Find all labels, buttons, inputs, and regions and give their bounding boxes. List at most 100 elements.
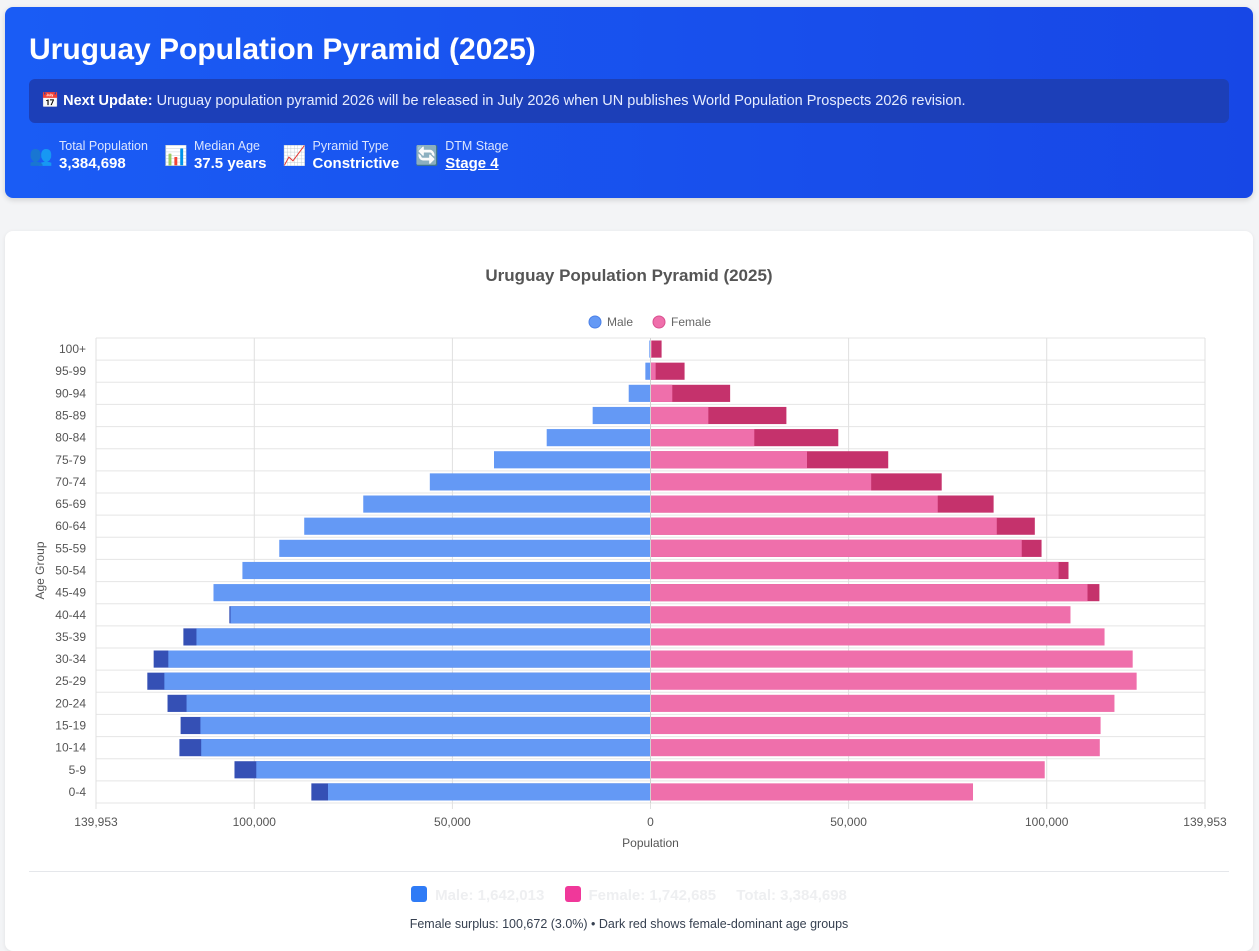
y-tick-label: 100+ bbox=[59, 342, 86, 356]
stat-median-age: 📊 Median Age 37.5 years bbox=[164, 139, 267, 172]
legend-female-label: Female bbox=[671, 315, 711, 329]
trend-icon: 📈 bbox=[282, 145, 307, 167]
notice-label: Next Update: bbox=[63, 93, 153, 109]
stat-value: Constrictive bbox=[312, 155, 400, 172]
male-bar bbox=[304, 517, 651, 535]
y-tick-label: 70-74 bbox=[55, 475, 86, 489]
female-bar bbox=[650, 761, 1045, 779]
y-tick-label: 65-69 bbox=[55, 497, 86, 511]
male-bar bbox=[493, 451, 651, 469]
male-bar bbox=[279, 539, 651, 557]
female-bar bbox=[650, 694, 1115, 712]
x-tick-label: 50,000 bbox=[830, 815, 867, 829]
x-tick-label: 100,000 bbox=[233, 815, 277, 829]
female-bar-overlap bbox=[650, 362, 656, 380]
female-bar bbox=[650, 716, 1101, 735]
people-icon: 👥 bbox=[29, 145, 53, 167]
y-tick-label: 20-24 bbox=[55, 696, 86, 710]
stats-row: 👥 Total Population 3,384,698 📊 Median Age 37… bbox=[29, 139, 508, 172]
female-bar-overlap bbox=[650, 539, 1022, 557]
y-tick-label: 95-99 bbox=[55, 364, 86, 378]
header-banner: Uruguay Population Pyramid (2025) 📅 Next… bbox=[5, 7, 1253, 198]
stat-dtm-stage: 🔄 DTM Stage Stage 4 bbox=[415, 139, 508, 172]
cycle-icon: 🔄 bbox=[415, 145, 439, 167]
male-bar-overlap bbox=[168, 650, 651, 668]
y-tick-label: 60-64 bbox=[55, 519, 86, 533]
chart-title: Uruguay Population Pyramid (2025) bbox=[485, 266, 772, 285]
male-bar bbox=[213, 584, 651, 602]
x-tick-label: 50,000 bbox=[434, 815, 471, 829]
female-bar-overlap bbox=[650, 561, 1059, 580]
stat-label: Pyramid Type bbox=[312, 139, 389, 153]
female-bar bbox=[650, 606, 1071, 624]
male-total: Male: 1,642,013 bbox=[435, 887, 545, 904]
y-tick-label: 25-29 bbox=[55, 674, 86, 688]
male-bar-overlap bbox=[230, 606, 651, 624]
male-swatch bbox=[411, 886, 428, 902]
female-bar bbox=[650, 739, 1100, 757]
female-bar-overlap bbox=[650, 584, 1088, 602]
male-bar-overlap bbox=[200, 716, 651, 735]
x-tick-label: 139,953 bbox=[1183, 815, 1227, 829]
female-bar bbox=[650, 362, 685, 380]
female-bar bbox=[650, 650, 1133, 668]
population-pyramid-chart: Uruguay Population Pyramid (2025) Male Fem… bbox=[33, 266, 1227, 850]
male-bar bbox=[628, 384, 651, 402]
y-tick-label: 10-14 bbox=[55, 741, 86, 755]
male-bar bbox=[242, 561, 651, 580]
x-tick-label: 139,953 bbox=[74, 815, 118, 829]
male-bar-overlap bbox=[164, 672, 651, 690]
notice-text: Uruguay population pyramid 2026 will be … bbox=[156, 93, 966, 109]
male-bar bbox=[429, 473, 651, 491]
female-bar-overlap bbox=[650, 340, 652, 358]
male-bar-overlap bbox=[256, 761, 651, 779]
dtm-stage-link[interactable]: Stage 4 bbox=[445, 155, 499, 172]
female-bar-overlap bbox=[650, 451, 808, 469]
female-bar bbox=[650, 340, 662, 358]
page-title: Uruguay Population Pyramid (2025) bbox=[29, 33, 536, 66]
surplus-note: Female surplus: 100,672 (3.0%) • Dark re… bbox=[409, 917, 849, 931]
legend-male-marker bbox=[588, 315, 602, 329]
female-bar bbox=[650, 672, 1137, 690]
y-tick-label: 75-79 bbox=[55, 453, 86, 467]
female-bar-overlap bbox=[650, 384, 673, 402]
female-bar-overlap bbox=[650, 429, 755, 447]
female-total: Female: 1,742,685 bbox=[588, 887, 717, 904]
stat-label: Total Population bbox=[59, 139, 148, 153]
bar-chart-icon: 📊 bbox=[163, 145, 188, 167]
stat-value: 3,384,698 bbox=[59, 155, 126, 172]
male-bar-overlap bbox=[327, 783, 651, 801]
male-bar bbox=[649, 340, 651, 358]
stat-total-population: 👥 Total Population 3,384,698 bbox=[29, 139, 148, 172]
y-tick-label: 30-34 bbox=[55, 652, 86, 666]
y-tick-label: 0-4 bbox=[69, 785, 87, 799]
female-bar-overlap bbox=[650, 473, 872, 491]
y-tick-label: 5-9 bbox=[69, 763, 87, 777]
male-bar-overlap bbox=[186, 694, 651, 712]
stat-label: Median Age bbox=[193, 139, 260, 153]
chart-card: Uruguay Population Pyramid (2025) Male Fem… bbox=[5, 231, 1253, 951]
male-bar bbox=[363, 495, 651, 513]
y-tick-label: 35-39 bbox=[55, 630, 86, 644]
x-tick-label: 100,000 bbox=[1025, 815, 1069, 829]
y-tick-label: 90-94 bbox=[55, 386, 86, 400]
female-bar-overlap bbox=[650, 517, 997, 535]
female-bar-overlap bbox=[650, 406, 709, 425]
summary-legend: Male: 1,642,013 Female: 1,742,685 Total:… bbox=[5, 886, 1253, 904]
y-tick-label: 50-54 bbox=[55, 564, 86, 578]
stat-value: 37.5 years bbox=[193, 155, 267, 172]
y-tick-label: 85-89 bbox=[55, 409, 86, 423]
male-bar-overlap bbox=[201, 739, 651, 757]
legend-male-label: Male bbox=[607, 315, 633, 329]
y-tick-label: 80-84 bbox=[55, 431, 86, 445]
y-tick-label: 45-49 bbox=[55, 586, 86, 600]
y-tick-label: 40-44 bbox=[55, 608, 86, 622]
calendar-icon: 📅 bbox=[41, 93, 60, 109]
male-bar bbox=[546, 429, 651, 447]
female-swatch bbox=[564, 886, 581, 902]
male-bar bbox=[645, 362, 651, 380]
legend-female-marker bbox=[652, 315, 666, 329]
y-tick-label: 15-19 bbox=[55, 719, 86, 733]
stat-pyramid-type: 📈 Pyramid Type Constrictive bbox=[283, 139, 400, 172]
y-axis-title: Age Group bbox=[33, 541, 47, 599]
